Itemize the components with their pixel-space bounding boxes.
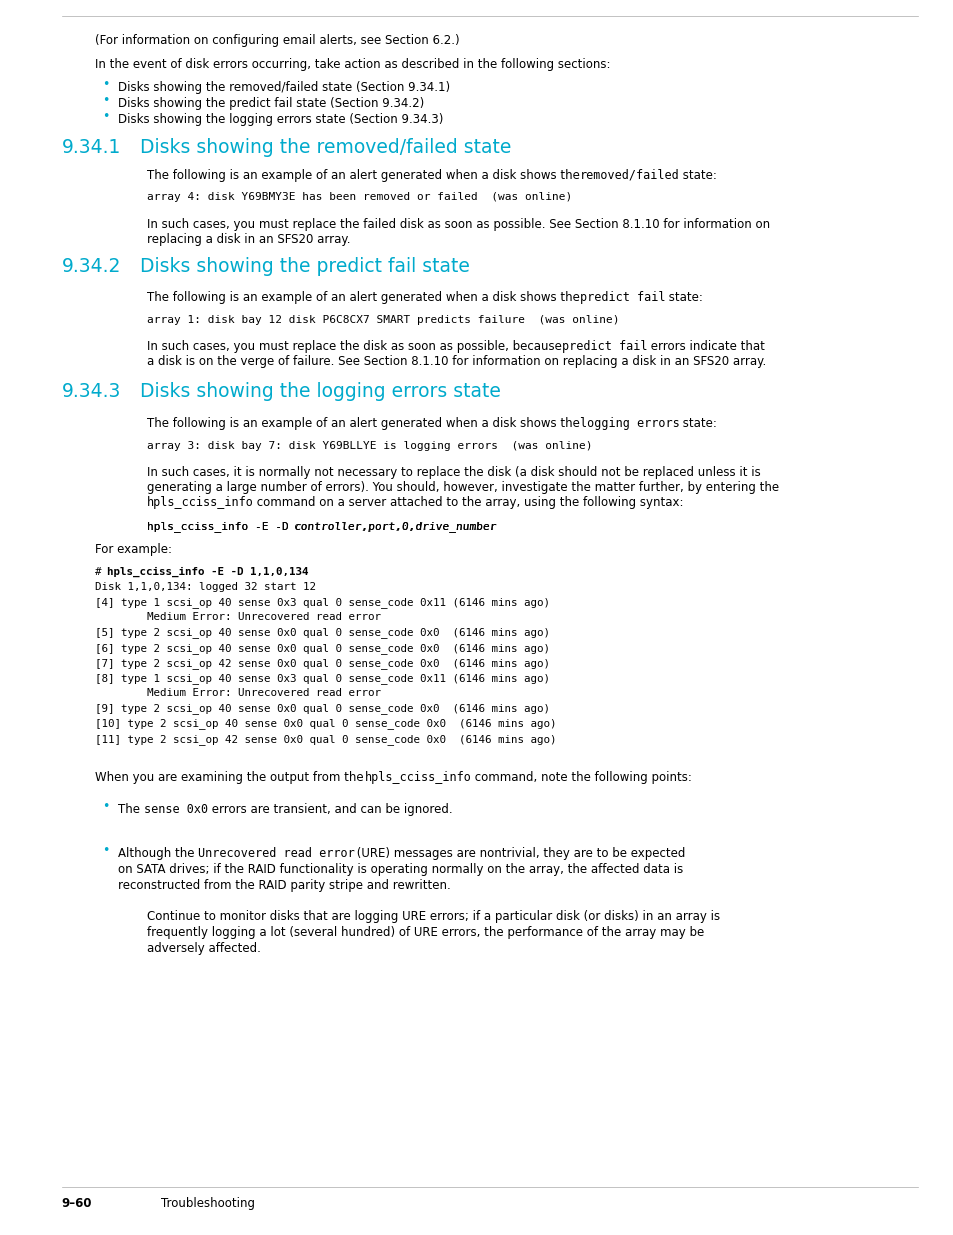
- Text: [7] type 2 scsi_op 42 sense 0x0 qual 0 sense_code 0x0  (6146 mins ago): [7] type 2 scsi_op 42 sense 0x0 qual 0 s…: [94, 658, 549, 668]
- Text: (For information on configuring email alerts, see Section 6.2.): (For information on configuring email al…: [94, 35, 458, 47]
- Text: state:: state:: [664, 291, 702, 304]
- Text: •: •: [102, 78, 110, 91]
- Text: Medium Error: Unrecovered read error: Medium Error: Unrecovered read error: [94, 613, 380, 622]
- Text: predict fail: predict fail: [579, 291, 665, 304]
- Text: [5] type 2 scsi_op 40 sense 0x0 qual 0 sense_code 0x0  (6146 mins ago): [5] type 2 scsi_op 40 sense 0x0 qual 0 s…: [94, 627, 549, 638]
- Text: 9–60: 9–60: [61, 1197, 91, 1210]
- Text: Disks showing the removed/failed state (Section 9.34.1): Disks showing the removed/failed state (…: [118, 80, 450, 94]
- Text: [11] type 2 scsi_op 42 sense 0x0 qual 0 sense_code 0x0  (6146 mins ago): [11] type 2 scsi_op 42 sense 0x0 qual 0 …: [94, 734, 556, 745]
- Text: #: #: [94, 567, 108, 577]
- Text: [6] type 2 scsi_op 40 sense 0x0 qual 0 sense_code 0x0  (6146 mins ago): [6] type 2 scsi_op 40 sense 0x0 qual 0 s…: [94, 642, 549, 653]
- Text: Unrecovered read error: Unrecovered read error: [198, 847, 355, 860]
- Text: command on a server attached to the array, using the following syntax:: command on a server attached to the arra…: [253, 495, 682, 509]
- Text: array 3: disk bay 7: disk Y69BLLYE is logging errors  (was online): array 3: disk bay 7: disk Y69BLLYE is lo…: [147, 441, 592, 451]
- Text: hpls_cciss_info: hpls_cciss_info: [365, 771, 472, 784]
- Text: a disk is on the verge of failure. See Section 8.1.10 for information on replaci: a disk is on the verge of failure. See S…: [147, 354, 765, 368]
- Text: removed/failed: removed/failed: [579, 169, 679, 182]
- Text: Disks showing the predict fail state (Section 9.34.2): Disks showing the predict fail state (Se…: [118, 96, 424, 110]
- Text: hpls_cciss_info -E -D 1,1,0,134: hpls_cciss_info -E -D 1,1,0,134: [107, 567, 308, 577]
- Text: Medium Error: Unrecovered read error: Medium Error: Unrecovered read error: [94, 688, 380, 698]
- Text: [10] type 2 scsi_op 40 sense 0x0 qual 0 sense_code 0x0  (6146 mins ago): [10] type 2 scsi_op 40 sense 0x0 qual 0 …: [94, 719, 556, 730]
- Text: For example:: For example:: [94, 543, 172, 557]
- Text: •: •: [102, 800, 110, 814]
- Text: command, note the following points:: command, note the following points:: [471, 771, 691, 784]
- Text: In the event of disk errors occurring, take action as described in the following: In the event of disk errors occurring, t…: [94, 58, 610, 70]
- Text: logging errors: logging errors: [579, 417, 679, 431]
- Text: adversely affected.: adversely affected.: [147, 942, 260, 956]
- Text: replacing a disk in an SFS20 array.: replacing a disk in an SFS20 array.: [147, 232, 350, 246]
- Text: state:: state:: [679, 417, 716, 431]
- Text: array 4: disk Y69BMY3E has been removed or failed  (was online): array 4: disk Y69BMY3E has been removed …: [147, 193, 572, 203]
- Text: The following is an example of an alert generated when a disk shows the: The following is an example of an alert …: [147, 291, 582, 304]
- Text: In such cases, you must replace the failed disk as soon as possible. See Section: In such cases, you must replace the fail…: [147, 217, 769, 231]
- Text: frequently logging a lot (several hundred) of URE errors, the performance of the: frequently logging a lot (several hundre…: [147, 926, 703, 940]
- Text: Disks showing the removed/failed state: Disks showing the removed/failed state: [140, 138, 511, 157]
- Text: generating a large number of errors). You should, however, investigate the matte: generating a large number of errors). Yo…: [147, 482, 778, 494]
- Text: •: •: [102, 94, 110, 107]
- Text: (URE) messages are nontrivial, they are to be expected: (URE) messages are nontrivial, they are …: [354, 847, 685, 860]
- Text: errors are transient, and can be ignored.: errors are transient, and can be ignored…: [208, 803, 452, 816]
- Text: errors indicate that: errors indicate that: [646, 341, 764, 353]
- Text: 9.34.1: 9.34.1: [61, 138, 121, 157]
- Text: array 1: disk bay 12 disk P6C8CX7 SMART predicts failure  (was online): array 1: disk bay 12 disk P6C8CX7 SMART …: [147, 315, 618, 325]
- Text: In such cases, it is normally not necessary to replace the disk (a disk should n: In such cases, it is normally not necess…: [147, 467, 760, 479]
- Text: The following is an example of an alert generated when a disk shows the: The following is an example of an alert …: [147, 417, 582, 431]
- Text: 9.34.3: 9.34.3: [61, 382, 121, 401]
- Text: Disks showing the predict fail state: Disks showing the predict fail state: [140, 257, 470, 277]
- Text: Disks showing the logging errors state: Disks showing the logging errors state: [140, 382, 500, 401]
- Text: hpls_cciss_info -E -D: hpls_cciss_info -E -D: [0, 1224, 149, 1235]
- Text: Disk 1,1,0,134: logged 32 start 12: Disk 1,1,0,134: logged 32 start 12: [94, 582, 315, 592]
- Text: predict fail: predict fail: [561, 341, 647, 353]
- Text: on SATA drives; if the RAID functionality is operating normally on the array, th: on SATA drives; if the RAID functionalit…: [118, 863, 683, 876]
- Text: sense 0x0: sense 0x0: [144, 803, 208, 816]
- Text: Disks showing the logging errors state (Section 9.34.3): Disks showing the logging errors state (…: [118, 112, 443, 126]
- Text: The: The: [118, 803, 144, 816]
- Text: 9.34.2: 9.34.2: [61, 257, 121, 277]
- Text: [9] type 2 scsi_op 40 sense 0x0 qual 0 sense_code 0x0  (6146 mins ago): [9] type 2 scsi_op 40 sense 0x0 qual 0 s…: [94, 704, 549, 714]
- Text: hpls_cciss_info: hpls_cciss_info: [147, 495, 253, 509]
- Text: hpls_cciss_info -E -D: hpls_cciss_info -E -D: [147, 521, 294, 532]
- Text: Troubleshooting: Troubleshooting: [161, 1197, 254, 1210]
- Text: •: •: [102, 110, 110, 124]
- Text: reconstructed from the RAID parity stripe and rewritten.: reconstructed from the RAID parity strip…: [118, 878, 451, 892]
- Text: controller,port,0,drive_number: controller,port,0,drive_number: [294, 521, 497, 532]
- Text: [4] type 1 scsi_op 40 sense 0x3 qual 0 sense_code 0x11 (6146 mins ago): [4] type 1 scsi_op 40 sense 0x3 qual 0 s…: [94, 597, 549, 608]
- Text: controller,port,0,drive_number: controller,port,0,drive_number: [294, 521, 497, 532]
- Text: state:: state:: [679, 169, 716, 182]
- Text: Continue to monitor disks that are logging URE errors; if a particular disk (or : Continue to monitor disks that are loggi…: [147, 910, 720, 924]
- Text: The following is an example of an alert generated when a disk shows the: The following is an example of an alert …: [147, 169, 582, 182]
- Text: [8] type 1 scsi_op 40 sense 0x3 qual 0 sense_code 0x11 (6146 mins ago): [8] type 1 scsi_op 40 sense 0x3 qual 0 s…: [94, 673, 549, 684]
- Text: When you are examining the output from the: When you are examining the output from t…: [94, 771, 367, 784]
- Text: •: •: [102, 845, 110, 857]
- Text: hpls_cciss_info -E -D: hpls_cciss_info -E -D: [147, 521, 294, 532]
- Text: Although the: Although the: [118, 847, 198, 860]
- Text: In such cases, you must replace the disk as soon as possible, because: In such cases, you must replace the disk…: [147, 341, 565, 353]
